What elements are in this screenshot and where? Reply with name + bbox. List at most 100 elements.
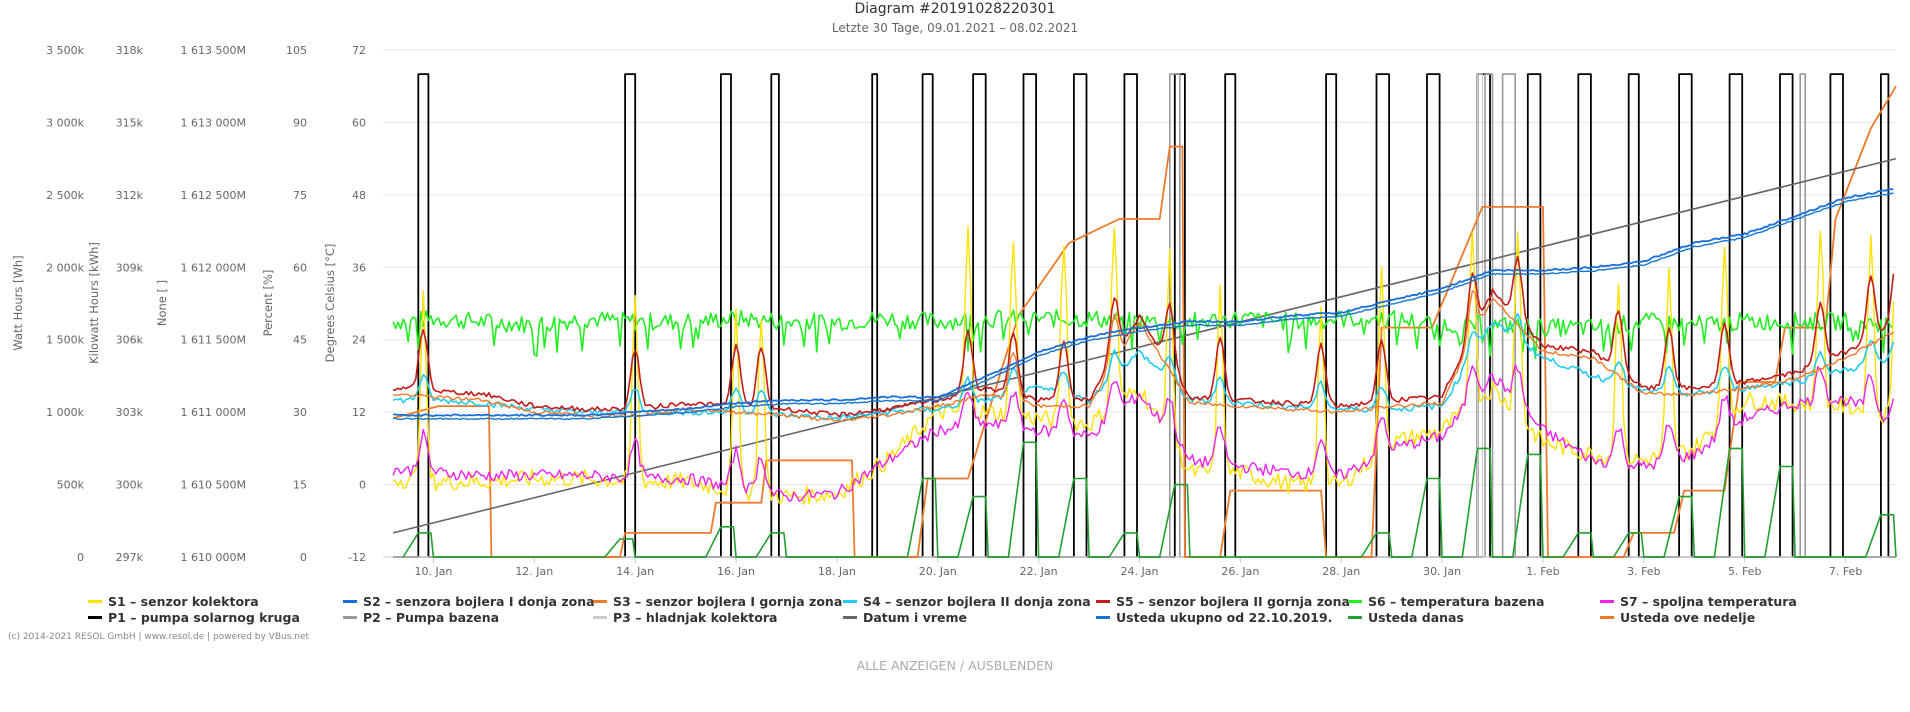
legend-item[interactable]: Usteda ove nedelje — [1600, 610, 1755, 625]
y-tick-label: 297k — [116, 551, 144, 564]
legend-swatch — [343, 616, 357, 619]
series-S6 — [392, 308, 1894, 360]
x-tick-label: 26. Jan — [1221, 565, 1259, 578]
x-tick-label: 16. Jan — [717, 565, 755, 578]
y-tick-label: 306k — [116, 334, 144, 347]
y-tick-label: 3 500k — [46, 44, 84, 57]
legend-item[interactable]: S3 – senzor bojlera I gornja zona — [593, 594, 842, 609]
y-tick-label: 75 — [293, 189, 307, 202]
y-tick-label: 2 500k — [46, 189, 84, 202]
y-tick-label: 1 610 500M — [181, 479, 246, 492]
legend-item[interactable]: P2 – Pumpa bazena — [343, 610, 499, 625]
legend-swatch — [593, 600, 607, 603]
y-axis-title: Kilowatt Hours [kWh] — [87, 242, 101, 364]
y-tick-label: 303k — [116, 406, 144, 419]
legend-swatch — [1348, 600, 1362, 603]
legend-item[interactable]: S7 – spoljna temperatura — [1600, 594, 1797, 609]
legend-item[interactable]: P1 – pumpa solarnog kruga — [88, 610, 300, 625]
x-tick-label: 24. Jan — [1121, 565, 1159, 578]
x-tick-label: 22. Jan — [1020, 565, 1058, 578]
legend-item[interactable]: Usteda ukupno od 22.10.2019. — [1096, 610, 1332, 625]
legend-item[interactable]: S2 – senzora bojlera I donja zona — [343, 594, 595, 609]
legend-item[interactable]: P3 – hladnjak kolektora — [593, 610, 777, 625]
y-tick-label: 300k — [116, 479, 144, 492]
y-tick-label: 12 — [352, 406, 366, 419]
legend-label: S6 – temperatura bazena — [1368, 594, 1545, 609]
x-tick-label: 20. Jan — [919, 565, 957, 578]
y-axis-title: Degrees Celsius [°C] — [323, 244, 337, 363]
legend-label: P1 – pumpa solarnog kruga — [108, 610, 300, 625]
show-hide-all-toggle[interactable]: ALLE ANZEIGEN / AUSBLENDEN — [856, 658, 1054, 673]
credits: (c) 2014-2021 RESOL GmbH | www.resol.de … — [8, 632, 310, 642]
x-tick-label: 14. Jan — [616, 565, 654, 578]
legend-item[interactable]: S4 – senzor bojlera II donja zona — [843, 594, 1091, 609]
y-tick-label: 2 000k — [46, 261, 84, 274]
y-tick-label: 318k — [116, 44, 144, 57]
series-S5 — [392, 255, 1895, 418]
x-tick-label: 5. Feb — [1728, 565, 1761, 578]
x-tick-label: 18. Jan — [818, 565, 856, 578]
y-tick-label: 90 — [293, 116, 307, 129]
y-tick-label: 315k — [116, 116, 144, 129]
y-tick-label: 30 — [293, 406, 307, 419]
y-tick-label: 1 610 000M — [181, 551, 246, 564]
legend-swatch — [88, 600, 102, 603]
y-tick-label: 312k — [116, 189, 144, 202]
legend-label: S7 – spoljna temperatura — [1620, 594, 1797, 609]
legend-label: S1 – senzor kolektora — [108, 594, 259, 609]
series-usteda-ukupno — [393, 192, 1894, 421]
y-tick-label: 1 611 000M — [181, 406, 246, 419]
legend-swatch — [1096, 616, 1110, 619]
plot-area — [392, 73, 1897, 558]
legend-swatch — [843, 616, 857, 619]
legend-swatch — [593, 616, 607, 619]
legend-label: Datum i vreme — [863, 610, 967, 625]
series-usteda-danas — [402, 441, 1897, 558]
y-tick-label: 60 — [293, 261, 307, 274]
chart-title: Diagram #20191028220301 — [855, 1, 1056, 17]
y-tick-label: 0 — [300, 551, 307, 564]
y-tick-label: 1 500k — [46, 334, 84, 347]
x-axis: 10. Jan 12. Jan 14. Jan 16. Jan 18. Jan 20. J… — [414, 557, 1862, 578]
series-datum-i-vreme — [392, 157, 1897, 534]
legend-item[interactable]: Usteda danas — [1348, 610, 1464, 625]
legend-item[interactable]: S6 – temperatura bazena — [1348, 594, 1544, 609]
y-tick-label: 1 613 500M — [181, 44, 246, 57]
y-tick-label: 0 — [77, 551, 84, 564]
legend-label: P2 – Pumpa bazena — [363, 610, 500, 625]
legend-label: S2 – senzora bojlera I donja zona — [363, 594, 595, 609]
series-S4 — [392, 313, 1895, 422]
legend-item[interactable]: S5 – senzor bojlera II gornja zona — [1096, 594, 1350, 609]
x-tick-label: 7. Feb — [1829, 565, 1862, 578]
chart-subtitle: Letzte 30 Tage, 09.01.2021 – 08.02.2021 — [832, 21, 1078, 35]
x-tick-label: 3. Feb — [1627, 565, 1660, 578]
x-tick-label: 10. Jan — [414, 565, 452, 578]
legend-swatch — [1600, 600, 1614, 603]
legend-label: P3 – hladnjak kolektora — [613, 610, 778, 625]
x-tick-label: 1. Feb — [1526, 565, 1559, 578]
legend-swatch — [843, 600, 857, 603]
y-tick-label: 24 — [352, 334, 366, 347]
y-tick-label: 15 — [293, 479, 307, 492]
legend-swatch — [343, 600, 357, 603]
legend-label: S5 – senzor bojlera II gornja zona — [1116, 594, 1350, 609]
y-tick-label: 500k — [57, 479, 85, 492]
x-tick-label: 28. Jan — [1322, 565, 1360, 578]
series-S1 — [392, 225, 1895, 505]
y-tick-label: 105 — [286, 44, 307, 57]
y-tick-label: 0 — [359, 479, 366, 492]
y-tick-label: 3 000k — [46, 116, 84, 129]
legend-label: Usteda ukupno od 22.10.2019. — [1116, 610, 1333, 625]
legend-label: Usteda ove nedelje — [1620, 610, 1756, 625]
legend-swatch — [88, 616, 102, 619]
y-axis-title: Percent [%] — [261, 270, 275, 337]
series-usteda-ove-nedelje — [392, 85, 1897, 558]
legend-item[interactable]: Datum i vreme — [843, 610, 967, 625]
y-tick-label: 1 612 500M — [181, 189, 246, 202]
y-tick-label: 1 613 000M — [181, 116, 246, 129]
y-axis-title: None [ ] — [155, 280, 169, 326]
y-tick-label: 48 — [352, 189, 366, 202]
legend-swatch — [1600, 616, 1614, 619]
y-tick-label: 72 — [352, 44, 366, 57]
legend-item[interactable]: S1 – senzor kolektora — [88, 594, 259, 609]
